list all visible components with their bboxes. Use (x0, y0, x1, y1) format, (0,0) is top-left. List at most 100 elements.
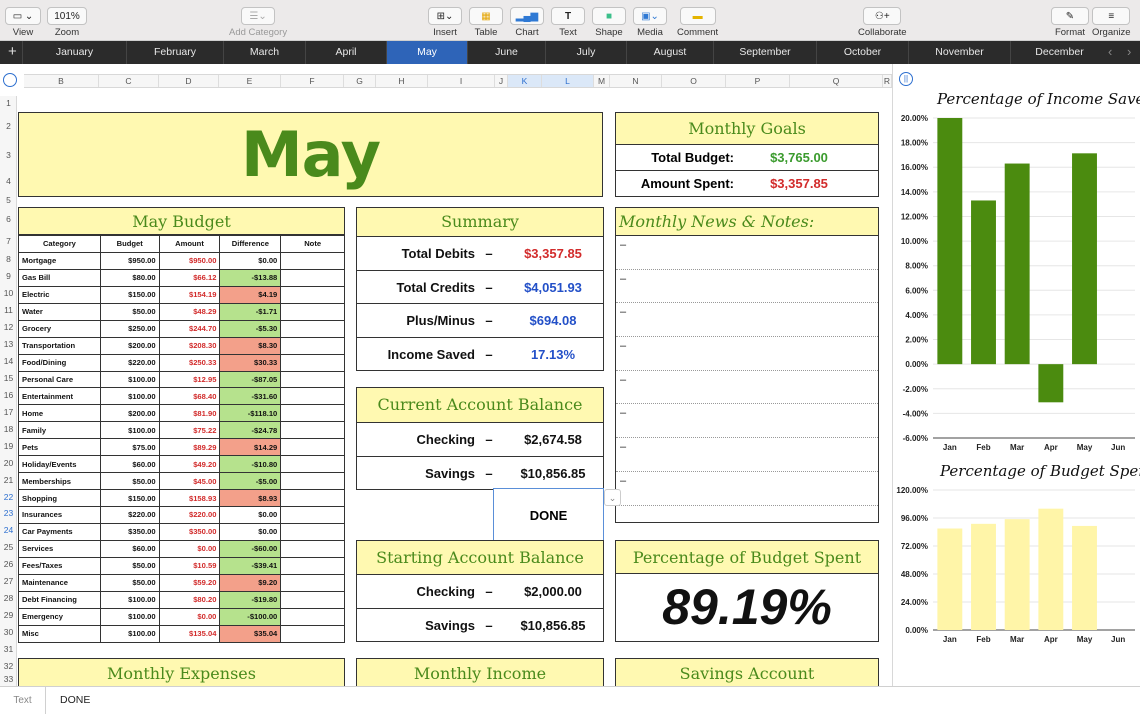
table-cell[interactable]: $59.20 (158, 573, 221, 592)
column-header-e[interactable]: E (219, 75, 281, 87)
table-cell[interactable]: $50.00 (99, 472, 160, 491)
column-header-c[interactable]: C (99, 75, 159, 87)
table-cell[interactable]: $100.00 (99, 590, 160, 609)
table-cell[interactable]: $100.00 (99, 387, 160, 406)
table-cell[interactable] (280, 421, 345, 440)
text-tool[interactable]: T Text (551, 7, 585, 38)
row-header-9[interactable]: 9 (6, 271, 11, 281)
table-cell[interactable] (280, 506, 345, 524)
column-header-l[interactable]: L (542, 75, 594, 87)
zoom-select[interactable]: 101% (47, 7, 87, 25)
table-cell[interactable]: $100.00 (99, 607, 160, 626)
budget-spent-chart[interactable]: Percentage of Budget Spent 120.00% 96.00% 7… (893, 454, 1140, 654)
table-cell[interactable]: $244.70 (158, 319, 221, 338)
pane-toggle-icon[interactable]: || (899, 72, 913, 86)
table-cell[interactable]: $0.00 (219, 522, 282, 541)
column-header-r[interactable]: R (883, 75, 892, 87)
row-header-25[interactable]: 25 (3, 542, 14, 552)
row-header-14[interactable]: 14 (3, 356, 14, 366)
table-cell[interactable]: Water (18, 302, 101, 321)
table-cell[interactable]: $75.22 (158, 421, 221, 440)
table-cell[interactable]: $950.00 (158, 251, 221, 270)
budget-col-header[interactable]: Category (18, 235, 101, 253)
table-cell[interactable] (280, 607, 345, 626)
row-header-16[interactable]: 16 (3, 390, 14, 400)
table-cell[interactable]: $220.00 (99, 506, 160, 524)
table-cell[interactable] (280, 302, 345, 321)
select-all-icon[interactable] (3, 73, 17, 87)
row-header-3[interactable]: 3 (6, 150, 11, 160)
tab-february[interactable]: February (126, 41, 223, 64)
table-cell[interactable] (280, 522, 345, 541)
table-cell[interactable]: $60.00 (99, 539, 160, 558)
table-cell[interactable]: Family (18, 421, 101, 440)
table-cell[interactable]: $50.00 (99, 573, 160, 592)
table-cell[interactable]: $950.00 (99, 251, 160, 270)
table-cell[interactable]: Fees/Taxes (18, 556, 101, 575)
table-cell[interactable]: $12.95 (158, 370, 221, 389)
table-cell[interactable]: -$100.00 (219, 607, 282, 626)
row-header-8[interactable]: 8 (6, 254, 11, 264)
table-cell[interactable]: Insurances (18, 506, 101, 524)
table-cell[interactable]: -$5.00 (219, 472, 282, 491)
table-cell[interactable]: $0.00 (219, 251, 282, 270)
table-cell[interactable]: $45.00 (158, 472, 221, 491)
table-icon[interactable]: ▦ (469, 7, 503, 25)
table-cell[interactable]: Home (18, 404, 101, 423)
news-line[interactable]: – (616, 404, 878, 439)
table-cell[interactable]: $0.00 (219, 506, 282, 524)
table-cell[interactable] (280, 285, 345, 304)
table-cell[interactable]: $68.40 (158, 387, 221, 406)
insert-tool[interactable]: ⊞⌄ Insert (428, 7, 462, 38)
row-header-22[interactable]: 22 (3, 492, 14, 502)
table-cell[interactable]: -$39.41 (219, 556, 282, 575)
news-line[interactable]: – (616, 303, 878, 338)
row-header-2[interactable]: 2 (6, 121, 11, 131)
done-cell[interactable]: DONE (493, 488, 604, 542)
add-category-icon[interactable]: ☰⌄ (241, 7, 276, 25)
row-header-33[interactable]: 33 (3, 674, 14, 684)
row-header-6[interactable]: 6 (6, 214, 11, 224)
summary-table[interactable]: Summary Total Debits – $3,357.85 Total Cred… (356, 207, 604, 371)
table-cell[interactable]: $250.00 (99, 319, 160, 338)
table-cell[interactable] (280, 336, 345, 355)
table-cell[interactable]: Misc (18, 624, 101, 643)
table-cell[interactable]: -$19.80 (219, 590, 282, 609)
table-cell[interactable]: Services (18, 539, 101, 558)
comment-tool[interactable]: ▬ Comment (677, 7, 718, 38)
pct-spent-box[interactable]: Percentage of Budget Spent 89.19% (615, 540, 879, 642)
comment-icon[interactable]: ▬ (679, 7, 716, 25)
tab-june[interactable]: June (467, 41, 545, 64)
news-line[interactable]: – (616, 371, 878, 405)
table-cell[interactable]: $14.29 (219, 438, 282, 457)
row-header-23[interactable]: 23 (3, 508, 14, 518)
table-cell[interactable]: Transportation (18, 336, 101, 355)
row-header-28[interactable]: 28 (3, 593, 14, 603)
row-header-24[interactable]: 24 (3, 525, 14, 535)
news-line[interactable]: – (616, 236, 878, 270)
add-category-tool[interactable]: ☰⌄ Add Category (229, 7, 287, 38)
budget-col-header[interactable]: Budget (99, 235, 160, 253)
row-header-1[interactable]: 1 (6, 98, 11, 108)
table-cell[interactable]: Grocery (18, 319, 101, 338)
table-cell[interactable]: Maintenance (18, 573, 101, 592)
table-cell[interactable]: Emergency (18, 607, 101, 626)
current-balance-table[interactable]: Current Account Balance Checking – $2,67… (356, 387, 604, 490)
table-cell[interactable]: $208.30 (158, 336, 221, 355)
table-cell[interactable]: -$24.78 (219, 421, 282, 440)
tab-next-icon[interactable]: › (1127, 44, 1132, 59)
table-cell[interactable]: -$1.71 (219, 302, 282, 321)
table-cell[interactable]: $150.00 (99, 285, 160, 304)
table-cell[interactable] (280, 624, 345, 643)
row-header-19[interactable]: 19 (3, 441, 14, 451)
table-cell[interactable]: -$5.30 (219, 319, 282, 338)
text-icon[interactable]: T (551, 7, 585, 25)
table-cell[interactable]: $80.00 (99, 268, 160, 287)
table-cell[interactable]: Gas Bill (18, 268, 101, 287)
table-cell[interactable]: $0.00 (158, 607, 221, 626)
tab-january[interactable]: January (22, 41, 126, 64)
table-cell[interactable]: $75.00 (99, 438, 160, 457)
tab-october[interactable]: October (816, 41, 908, 64)
table-cell[interactable]: $50.00 (99, 556, 160, 575)
table-cell[interactable]: $89.29 (158, 438, 221, 457)
